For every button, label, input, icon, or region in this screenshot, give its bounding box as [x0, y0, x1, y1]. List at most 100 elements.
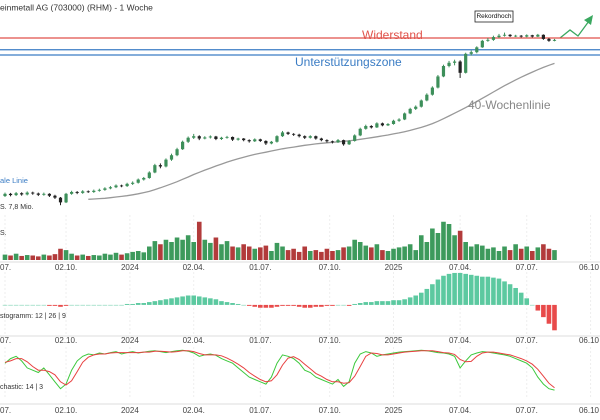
histogram-bar — [552, 304, 557, 331]
candle-body — [458, 61, 462, 73]
histogram-bar — [185, 295, 191, 305]
volume-bar — [147, 246, 152, 260]
volume-bar — [507, 250, 513, 260]
volume-bar — [91, 255, 97, 260]
x-tick-label: 07.07. — [516, 336, 538, 345]
volume-bar — [280, 246, 285, 260]
x-tick-label: 07.04. — [449, 336, 471, 345]
histogram-bar — [252, 304, 258, 307]
histogram-bar — [446, 273, 452, 305]
histogram-bar — [258, 304, 263, 308]
volume-bar — [468, 246, 474, 260]
volume-bar — [474, 244, 480, 260]
candle-body — [92, 190, 96, 192]
volume-bar — [191, 242, 197, 260]
histogram-bar — [147, 302, 152, 305]
candle-body — [441, 65, 446, 77]
histogram-bar — [474, 275, 480, 305]
oscillator-line — [4, 350, 555, 389]
candle-body — [541, 34, 545, 39]
candle-body — [175, 149, 179, 156]
candle-body — [303, 136, 307, 138]
volume-bar — [285, 250, 291, 260]
volume-bar — [313, 250, 319, 260]
candle-body — [502, 34, 507, 36]
histogram-bar — [374, 301, 380, 305]
volume-bar — [435, 233, 441, 260]
volume-bar — [274, 242, 280, 260]
volume-bar — [269, 251, 274, 260]
candle-body — [3, 193, 7, 197]
histogram-bar — [285, 304, 291, 306]
volume-bar — [41, 254, 47, 260]
histogram-bar — [435, 279, 441, 305]
histogram-bar — [330, 304, 335, 306]
candle-body — [375, 123, 379, 128]
histogram-bar — [452, 272, 457, 305]
histogram-bar — [535, 304, 541, 311]
x-tick-label: 02.10. — [55, 336, 77, 345]
volume-bar — [235, 247, 241, 260]
histogram-bar — [230, 303, 235, 305]
histogram-bar — [269, 304, 274, 308]
candle-body — [536, 34, 540, 37]
volume-bar — [246, 246, 252, 260]
histogram-bar — [74, 304, 80, 306]
histogram-bar — [158, 300, 163, 305]
candle-body — [42, 193, 46, 195]
volume-bar — [241, 244, 246, 260]
candle-body — [64, 193, 68, 203]
candle-body — [197, 136, 201, 139]
candle-body — [319, 138, 323, 141]
volume-bar — [457, 230, 463, 260]
volume-bar — [380, 250, 385, 260]
level-label: Unterstützungszone — [295, 55, 402, 69]
candle-body — [192, 136, 196, 138]
histogram-bar — [219, 301, 224, 305]
histogram-bar — [80, 304, 86, 306]
candle-body — [297, 134, 301, 137]
candle-body — [142, 177, 146, 180]
candle-body — [114, 185, 118, 188]
volume-bar — [135, 251, 141, 260]
histogram-bar — [58, 304, 63, 307]
candle-body — [158, 165, 163, 167]
volume-bar — [169, 242, 174, 260]
volume-bar — [224, 241, 230, 260]
annotation: ale Linie — [0, 176, 28, 185]
volume-bar — [97, 255, 102, 260]
x-tick-label: 06.10 — [579, 263, 600, 272]
panel-label: stogramm: 12 | 26 | 9 — [0, 313, 66, 320]
candle-body — [47, 193, 51, 196]
histogram-bar — [518, 292, 524, 305]
trend-arrow-head — [584, 15, 593, 25]
histogram-bar — [480, 276, 485, 305]
histogram-bar — [191, 295, 197, 305]
candle-body — [430, 87, 434, 95]
histogram-bar — [85, 304, 91, 306]
histogram-bar — [407, 297, 413, 305]
x-tick-label: 07.04. — [449, 263, 471, 272]
candle-body — [552, 39, 557, 41]
volume-bar — [158, 244, 163, 260]
volume-bar — [385, 251, 391, 260]
candle-body — [31, 192, 35, 194]
candle-body — [469, 52, 473, 54]
histogram-bar — [485, 276, 491, 305]
candle-body — [341, 140, 346, 145]
candle-body — [36, 193, 40, 195]
histogram-bar — [391, 300, 396, 305]
candle-body — [247, 140, 251, 142]
candle-body — [508, 34, 512, 37]
candle-body — [103, 188, 107, 190]
volume-bar — [452, 235, 457, 260]
histogram-bar — [380, 301, 385, 305]
candle-body — [514, 35, 518, 37]
volume-bar — [307, 251, 313, 260]
volume-bar — [35, 256, 41, 260]
histogram-bar — [324, 304, 330, 306]
volume-bar — [80, 254, 86, 260]
histogram-bar — [119, 304, 124, 306]
histogram-bar — [363, 302, 369, 305]
histogram-bar — [202, 297, 208, 305]
